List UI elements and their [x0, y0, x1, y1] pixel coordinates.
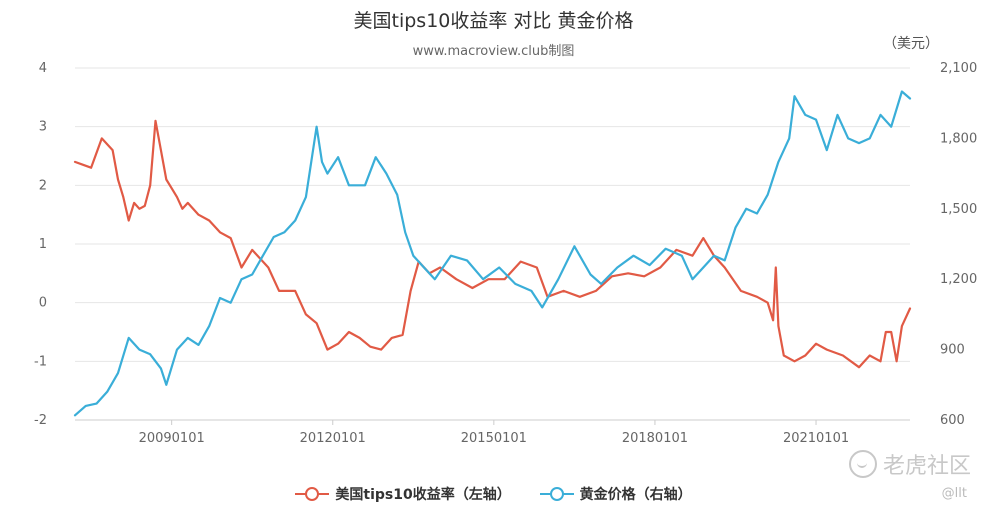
- chart-subtitle: www.macroview.club制图: [412, 44, 575, 59]
- legend-swatch-tips: [295, 487, 330, 501]
- left-y-axis: 4 3 2 1 0 -1 -2: [34, 61, 47, 428]
- right-y-tick-label: 900: [940, 343, 965, 358]
- watermark-user: @llt: [941, 486, 967, 501]
- legend-label-gold: 黄金价格（右轴）: [579, 487, 692, 503]
- x-tick-label: 20090101: [139, 431, 205, 446]
- legend-item-gold[interactable]: 黄金价格（右轴）: [539, 484, 692, 504]
- x-tick-label: 20120101: [300, 431, 366, 446]
- right-y-tick-label: 2,100: [940, 61, 977, 76]
- watermark: 老虎社区: [848, 448, 971, 480]
- legend-swatch-gold: [539, 487, 574, 501]
- right-y-tick-label: 1,500: [940, 202, 977, 217]
- right-axis-unit: （美元）: [883, 36, 939, 52]
- right-y-tick-label: 1,800: [940, 131, 977, 146]
- chart-title: 美国tips10收益率 对比 黄金价格: [353, 10, 634, 32]
- watermark-text: 老虎社区: [882, 454, 971, 479]
- right-y-axis: 2,100 1,800 1,500 1,200 900 600: [940, 61, 977, 428]
- left-y-tick-label: 4: [39, 61, 47, 76]
- series-line-gold-price: [73, 90, 912, 417]
- x-tick-label: 20150101: [461, 431, 527, 446]
- left-y-tick-label: 3: [39, 120, 47, 135]
- x-tick-label: 20210101: [783, 431, 849, 446]
- left-y-tick-label: -1: [34, 354, 47, 369]
- tiger-community-logo-icon: [848, 450, 877, 478]
- legend-item-tips[interactable]: 美国tips10收益率（左轴）: [295, 484, 511, 504]
- right-y-tick-label: 600: [940, 413, 965, 428]
- x-axis: 20090101 20120101 20150101 20180101 20210101: [75, 419, 910, 446]
- grid-lines: [75, 67, 910, 421]
- left-y-tick-label: 2: [39, 178, 47, 193]
- left-y-tick-label: -2: [34, 413, 47, 428]
- chart-legend: 美国tips10收益率（左轴） 黄金价格（右轴）: [0, 484, 987, 505]
- series-lines: [73, 90, 912, 417]
- series-line-tips-yield: [73, 119, 912, 369]
- right-y-tick-label: 1,200: [940, 272, 977, 287]
- legend-label-tips: 美国tips10收益率（左轴）: [335, 487, 511, 503]
- left-y-tick-label: 0: [39, 296, 47, 311]
- x-tick-label: 20180101: [622, 431, 688, 446]
- left-y-tick-label: 1: [39, 237, 47, 252]
